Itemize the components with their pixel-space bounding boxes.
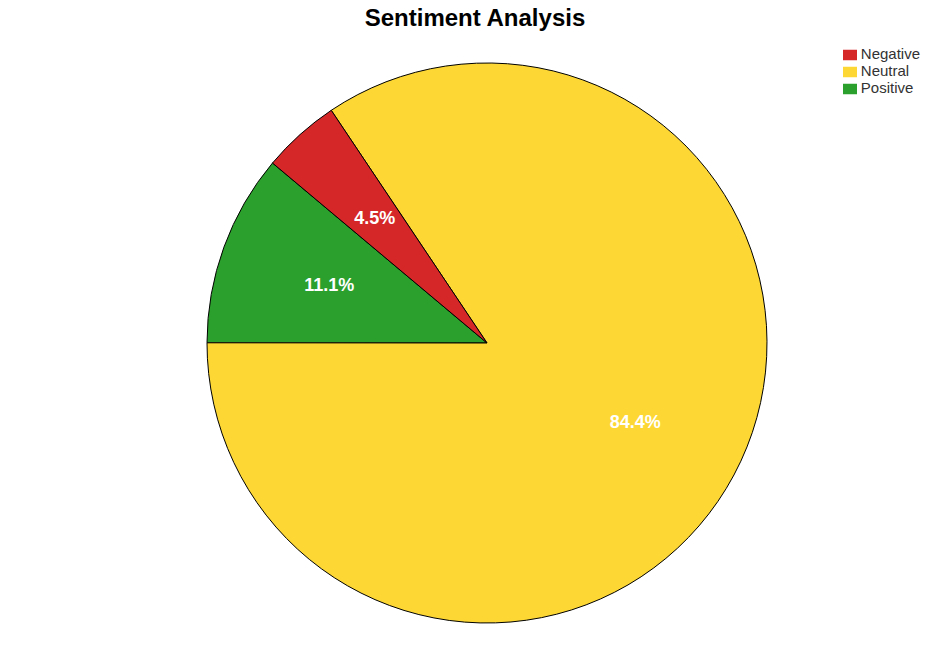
- html-text:Negative: Negative: [860, 45, 920, 62]
- html-text:Positive: Positive: [860, 79, 914, 97]
- svg-text:84.4%: 84.4%: [610, 412, 661, 432]
- html-text:Neutral: Neutral: [860, 62, 910, 79]
- html-text:Sentiment Analysis: Sentiment Analysis: [364, 4, 586, 31]
- svg-text:4.5%: 4.5%: [354, 208, 395, 228]
- svg-text:11.1%: 11.1%: [304, 275, 354, 295]
